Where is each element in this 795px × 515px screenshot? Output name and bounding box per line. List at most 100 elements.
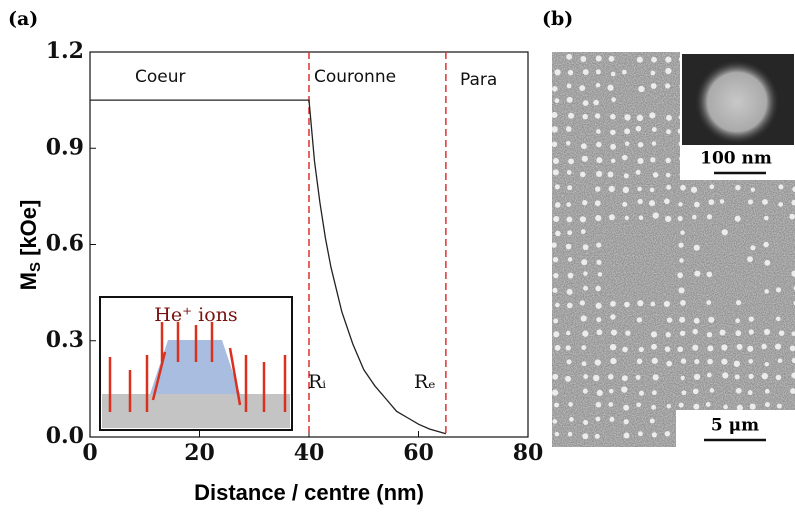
- annotation: Para: [460, 70, 497, 90]
- nanodot: [680, 300, 686, 306]
- nanodot: [580, 315, 587, 322]
- nanodot: [566, 170, 572, 175]
- nanodot: [635, 169, 641, 175]
- nanodot: [652, 172, 659, 178]
- nanodot: [649, 200, 656, 207]
- nanodot: [621, 386, 628, 393]
- nanodot: [735, 330, 742, 337]
- nanodot: [693, 403, 700, 410]
- x-tick-label: 20: [184, 440, 215, 466]
- nanodot: [568, 112, 575, 119]
- nanodot: [748, 316, 754, 322]
- nanodot: [706, 271, 713, 278]
- nanodot: [651, 404, 656, 410]
- nanodot: [565, 126, 572, 132]
- nanodot: [664, 83, 671, 89]
- nanodot: [610, 113, 616, 120]
- nanodot: [582, 388, 588, 394]
- nanodot: [651, 127, 657, 132]
- nanodot: [583, 271, 588, 276]
- nanodot: [762, 199, 768, 205]
- nanodot: [554, 98, 560, 104]
- nanodot: [761, 372, 768, 380]
- nanodot: [638, 215, 644, 220]
- nanodot: [566, 202, 572, 207]
- nanodot: [565, 345, 571, 351]
- nanodot: [597, 272, 603, 277]
- nanodot: [593, 99, 599, 106]
- nanodot: [624, 301, 630, 308]
- nanodot: [595, 186, 601, 192]
- nanodot: [679, 330, 686, 337]
- nanodot: [637, 186, 642, 192]
- nanodot: [608, 55, 615, 62]
- nanodot: [666, 129, 671, 135]
- nanodot: [594, 359, 601, 366]
- nanodot: [552, 169, 559, 176]
- nanodot: [622, 186, 630, 194]
- x-tick-label: 40: [294, 440, 325, 466]
- nanodot: [581, 361, 587, 367]
- nanodot: [637, 157, 644, 164]
- nanodot: [580, 171, 586, 178]
- nanodot: [664, 198, 670, 205]
- y-tick-label: 0.0: [46, 423, 84, 449]
- nanodot: [681, 390, 687, 396]
- scale-label: 5 μm: [711, 416, 759, 436]
- nanodot: [582, 100, 589, 107]
- nanodot: [637, 198, 643, 205]
- y-tick-label: 0.6: [46, 231, 84, 257]
- nanodot: [580, 229, 586, 234]
- nanodot: [567, 185, 573, 191]
- nanodot: [552, 373, 559, 380]
- nanodot: [747, 390, 753, 396]
- nanodot: [735, 300, 742, 306]
- nanodot: [624, 114, 631, 121]
- nanodot: [566, 83, 572, 89]
- nanodot: [553, 215, 560, 223]
- nanodot: [650, 301, 656, 307]
- nanodot: [567, 69, 574, 76]
- nanodot: [678, 402, 684, 408]
- nanodot: [734, 374, 740, 380]
- nanodot: [778, 202, 784, 207]
- nanodot: [622, 154, 628, 161]
- nanodot: [666, 360, 673, 367]
- nanodot: [650, 83, 657, 89]
- nanodot: [623, 404, 630, 411]
- nanodot: [651, 56, 657, 63]
- nanodot: [763, 215, 769, 221]
- nanodot: [621, 375, 628, 382]
- nanodot: [596, 389, 603, 396]
- y-tick-label: 0.9: [46, 134, 84, 160]
- nanodot: [636, 402, 642, 408]
- nanodot: [581, 259, 588, 266]
- nanodot: [567, 272, 574, 279]
- nanodot: [554, 202, 561, 208]
- nanodot: [650, 157, 656, 163]
- substrate: [102, 394, 290, 428]
- nanodot: [552, 242, 557, 248]
- nanodot: [692, 344, 699, 351]
- nanodot: [774, 343, 782, 350]
- nanodot: [763, 328, 771, 335]
- ion-arrows: [108, 322, 287, 412]
- nanodot: [594, 200, 601, 207]
- nanodot: [706, 331, 713, 338]
- nanodot: [709, 184, 715, 190]
- nanodot: [635, 374, 641, 380]
- nanodot: [580, 143, 587, 150]
- nanodot: [552, 157, 560, 164]
- nanodot: [637, 141, 644, 148]
- nanodot: [595, 141, 602, 148]
- nanodot: [750, 187, 756, 192]
- nanodot: [610, 129, 616, 136]
- nanodot: [552, 86, 558, 92]
- nanodot: [552, 256, 559, 263]
- nanodot: [568, 402, 573, 407]
- nanodot: [608, 214, 615, 221]
- nanodot: [665, 332, 671, 338]
- nanodot: [734, 215, 741, 222]
- nanodot: [608, 185, 615, 193]
- nanodot: [761, 343, 767, 350]
